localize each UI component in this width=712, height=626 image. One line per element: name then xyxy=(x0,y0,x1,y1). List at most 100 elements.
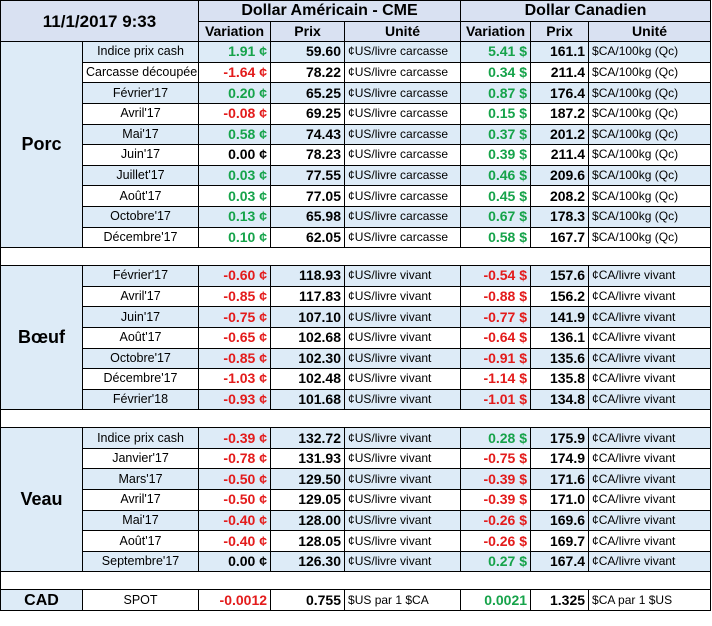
usd-unit: ¢US/livre vivant xyxy=(344,265,462,287)
cad-unit: ¢CA/livre vivant xyxy=(588,326,712,349)
usd-unit: ¢US/livre vivant xyxy=(344,468,462,491)
usd-variation: -0.93 ¢ xyxy=(198,388,272,411)
usd-price: 74.43 xyxy=(270,123,346,146)
row-label: Avril'17 xyxy=(81,102,200,125)
usd-unit: ¢US/livre vivant xyxy=(344,326,462,349)
cad-price: 176.4 xyxy=(530,82,590,104)
cad-unit: ¢CA/livre vivant xyxy=(588,388,712,411)
table-row: Mai'17 -0.40 ¢ 128.00 ¢US/livre vivant -0.26… xyxy=(1,509,712,532)
usd-price: 77.55 xyxy=(270,164,346,187)
usd-prix-header: Prix xyxy=(270,20,346,43)
cad-variation: 0.0021 xyxy=(460,589,532,612)
usd-price: 65.25 xyxy=(270,82,346,104)
usd-variation: -1.64 ¢ xyxy=(198,61,272,84)
cad-unit: ¢CA/livre vivant xyxy=(588,550,712,573)
cad-price: 187.2 xyxy=(530,102,590,125)
usd-variation: -0.50 ¢ xyxy=(198,468,272,491)
cad-price: 157.6 xyxy=(530,265,590,287)
spot-label: SPOT xyxy=(81,589,200,612)
table-row: Février'18 -0.93 ¢ 101.68 ¢US/livre vivant -… xyxy=(1,388,712,411)
usd-unit: ¢US/livre vivant xyxy=(344,550,462,573)
row-label: Septembre'17 xyxy=(81,550,200,573)
cad-variation: 0.37 $ xyxy=(460,123,532,146)
cad-price: 169.6 xyxy=(530,509,590,532)
cad-unit: ¢CA/livre vivant xyxy=(588,368,712,390)
cad-unit: ¢CA/livre vivant xyxy=(588,306,712,328)
cad-price: 156.2 xyxy=(530,285,590,308)
usd-unit: ¢US/livre vivant xyxy=(344,347,462,370)
usd-price: 78.23 xyxy=(270,144,346,166)
table-row: Octobre'17 -0.85 ¢ 102.30 ¢US/livre vivant -… xyxy=(1,347,712,370)
cad-price: 174.9 xyxy=(530,447,590,470)
section-title: Bœuf xyxy=(0,265,83,411)
table-row: Avril'17 -0.85 ¢ 117.83 ¢US/livre vivant -0.… xyxy=(1,285,712,308)
row-label: Mai'17 xyxy=(81,123,200,146)
usd-unite-header: Unité xyxy=(344,20,462,43)
cad-price: 167.4 xyxy=(530,550,590,573)
cad-unit: ¢CA/livre vivant xyxy=(588,509,712,532)
cad-price: 171.0 xyxy=(530,489,590,511)
usd-unit: ¢US/livre carcasse xyxy=(344,123,462,146)
usd-unit: ¢US/livre vivant xyxy=(344,388,462,411)
usd-unit: ¢US/livre vivant xyxy=(344,368,462,390)
cad-unit: $CA/100kg (Qc) xyxy=(588,82,712,104)
usd-variation: -0.78 ¢ xyxy=(198,447,272,470)
usd-variation: -0.50 ¢ xyxy=(198,489,272,511)
usd-variation: -0.40 ¢ xyxy=(198,530,272,552)
table-row: Veau Indice prix cash -0.39 ¢ 132.72 ¢US/liv… xyxy=(0,427,712,573)
usd-price: 131.93 xyxy=(270,447,346,470)
cad-variation: -0.54 $ xyxy=(460,265,532,287)
cad-price: 161.1 xyxy=(530,41,590,63)
cad-group-title: Dollar Canadien xyxy=(460,0,712,22)
row-label: Mai'17 xyxy=(81,509,200,532)
table-row: Mai'17 0.58 ¢ 74.43 ¢US/livre carcasse 0.37 … xyxy=(1,123,712,146)
usd-price: 65.98 xyxy=(270,205,346,228)
row-label: Février'17 xyxy=(81,265,200,287)
cad-unit: ¢CA/livre vivant xyxy=(588,447,712,470)
usd-price: 128.05 xyxy=(270,530,346,552)
row-label: Mars'17 xyxy=(81,468,200,491)
usd-price: 0.755 xyxy=(270,589,346,612)
table-row: Janvier'17 -0.78 ¢ 131.93 ¢US/livre vivant -… xyxy=(1,447,712,470)
cad-variation: 0.27 $ xyxy=(460,550,532,573)
usd-variation: -0.0012 xyxy=(198,589,272,612)
spacer-cell xyxy=(0,571,712,591)
cad-price: 171.6 xyxy=(530,468,590,491)
cad-unit: $CA/100kg (Qc) xyxy=(588,144,712,166)
usd-price: 102.30 xyxy=(270,347,346,370)
usd-price: 62.05 xyxy=(270,226,346,249)
cad-variation: -1.01 $ xyxy=(460,388,532,411)
cad-variation: 0.28 $ xyxy=(460,427,532,449)
cad-variation: 0.87 $ xyxy=(460,82,532,104)
usd-variation: -0.08 ¢ xyxy=(198,102,272,125)
row-label: Octobre'17 xyxy=(81,347,200,370)
cad-price: 169.7 xyxy=(530,530,590,552)
usd-variation: -0.39 ¢ xyxy=(198,427,272,449)
usd-unit: ¢US/livre carcasse xyxy=(344,61,462,84)
cad-variation: -0.88 $ xyxy=(460,285,532,308)
usd-unit: ¢US/livre carcasse xyxy=(344,205,462,228)
cad-price: 208.2 xyxy=(530,185,590,207)
cad-variation: -0.26 $ xyxy=(460,530,532,552)
cad-price: 211.4 xyxy=(530,61,590,84)
usd-variation: 0.00 ¢ xyxy=(198,550,272,573)
cad-unit: $CA/100kg (Qc) xyxy=(588,226,712,249)
cad-price: 175.9 xyxy=(530,427,590,449)
cad-variation: -0.39 $ xyxy=(460,468,532,491)
cad-variation: 0.34 $ xyxy=(460,61,532,84)
usd-variation: -0.65 ¢ xyxy=(198,326,272,349)
row-label: Octobre'17 xyxy=(81,205,200,228)
header-row-1: 11/1/2017 9:33 Dollar Américain - CME Do… xyxy=(0,0,712,43)
usd-price: 78.22 xyxy=(270,61,346,84)
cad-variation: -0.64 $ xyxy=(460,326,532,349)
usd-unit: ¢US/livre carcasse xyxy=(344,144,462,166)
usd-variation: 0.03 ¢ xyxy=(198,185,272,207)
cad-price: 209.6 xyxy=(530,164,590,187)
cad-variation-header: Variation xyxy=(460,20,532,43)
usd-price: 102.68 xyxy=(270,326,346,349)
table-row: Décembre'17 0.10 ¢ 62.05 ¢US/livre carcasse… xyxy=(1,226,712,249)
cad-variation: -0.26 $ xyxy=(460,509,532,532)
cad-unit: $CA/100kg (Qc) xyxy=(588,61,712,84)
usd-price: 117.83 xyxy=(270,285,346,308)
usd-variation: -0.85 ¢ xyxy=(198,347,272,370)
